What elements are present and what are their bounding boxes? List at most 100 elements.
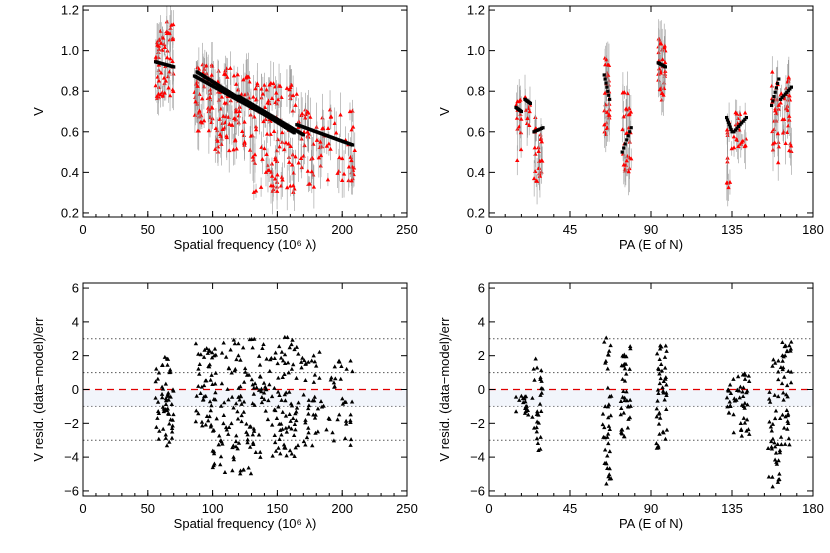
data-point — [247, 147, 253, 152]
y-tick-label: 0.2 — [61, 205, 79, 220]
data-point — [234, 433, 239, 438]
data-point — [738, 384, 743, 389]
data-point — [338, 376, 343, 381]
data-point — [767, 399, 773, 404]
data-point — [164, 55, 170, 60]
data-point — [244, 421, 249, 426]
data-point — [738, 421, 743, 426]
data-point — [223, 425, 229, 430]
data-point — [775, 160, 781, 165]
data-point — [655, 366, 661, 371]
data-point — [352, 148, 357, 153]
data-point — [208, 377, 213, 382]
data-point — [251, 428, 257, 433]
data-point — [153, 83, 158, 88]
data-point — [250, 345, 255, 350]
data-point — [662, 60, 668, 65]
model-point — [773, 90, 777, 94]
data-point — [742, 376, 748, 381]
data-point — [288, 418, 293, 423]
data-point — [776, 458, 781, 463]
data-point — [342, 436, 348, 441]
data-point — [292, 454, 297, 458]
data-point — [304, 435, 310, 440]
data-point — [238, 384, 243, 389]
data-point — [317, 375, 322, 380]
data-point — [201, 354, 207, 359]
data-point — [326, 141, 332, 146]
data-point — [624, 371, 629, 376]
data-point — [627, 344, 633, 349]
data-point — [296, 160, 301, 165]
data-point — [624, 389, 629, 394]
data-point — [314, 137, 320, 142]
data-point — [249, 377, 255, 382]
y-tick-label: −2 — [64, 416, 79, 431]
data-point — [328, 114, 334, 119]
data-point — [289, 426, 294, 431]
data-point — [231, 147, 236, 152]
data-point — [734, 137, 739, 141]
data-point — [293, 445, 298, 450]
x-tick-label: 0 — [79, 222, 86, 237]
model-point — [541, 126, 545, 130]
data-point — [293, 411, 298, 416]
data-point — [620, 127, 625, 132]
data-point — [664, 393, 669, 397]
data-point — [602, 425, 607, 430]
data-point — [210, 428, 216, 433]
data-point — [608, 343, 613, 348]
data-point — [341, 171, 347, 176]
model-point — [729, 127, 733, 132]
data-point — [340, 396, 345, 401]
data-point — [165, 74, 171, 79]
data-point — [193, 341, 199, 346]
data-point — [171, 89, 176, 94]
data-point — [620, 394, 625, 399]
data-point — [171, 388, 176, 393]
data-point — [788, 380, 794, 385]
data-point — [343, 418, 349, 423]
data-point — [776, 139, 781, 144]
data-point — [241, 399, 247, 404]
data-point — [537, 401, 543, 406]
x-tick-label: 250 — [396, 222, 418, 237]
data-point — [663, 343, 668, 348]
data-point — [661, 430, 666, 435]
data-point — [208, 422, 214, 427]
data-point — [231, 443, 236, 448]
data-point — [170, 59, 175, 64]
data-point — [346, 164, 352, 169]
data-point — [209, 372, 214, 377]
data-point — [654, 445, 660, 450]
data-point — [626, 416, 631, 421]
data-point — [283, 140, 289, 145]
data-point — [232, 341, 238, 346]
data-point — [655, 398, 660, 403]
data-point — [740, 394, 746, 399]
data-point — [789, 339, 794, 344]
data-point — [335, 417, 340, 422]
data-point — [658, 70, 664, 75]
data-point — [272, 356, 277, 361]
data-point — [735, 374, 741, 379]
data-point — [153, 54, 159, 59]
data-point — [298, 156, 304, 160]
data-point — [772, 392, 777, 397]
data-point — [787, 148, 792, 153]
data-point — [260, 91, 266, 96]
model-point — [608, 97, 612, 101]
data-point — [246, 465, 251, 470]
data-point — [657, 346, 663, 351]
data-point — [211, 451, 217, 456]
data-point — [263, 408, 268, 413]
data-point — [302, 143, 307, 148]
data-point — [196, 366, 201, 371]
model-point — [785, 90, 789, 94]
data-point — [286, 141, 291, 146]
data-point — [171, 22, 176, 27]
data-point — [349, 399, 355, 404]
x-tick-label: 150 — [267, 501, 289, 516]
data-point — [247, 424, 252, 429]
data-point — [282, 392, 288, 397]
